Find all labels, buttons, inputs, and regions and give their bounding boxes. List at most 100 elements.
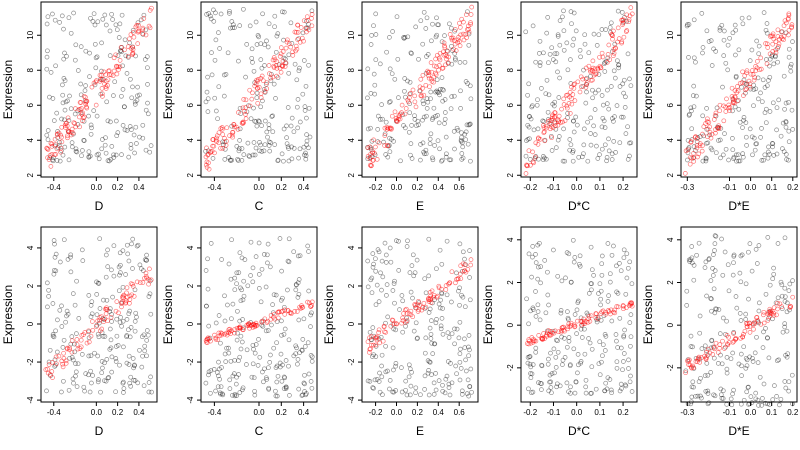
- observed-point: [734, 158, 739, 164]
- observed-point: [241, 293, 247, 299]
- observed-point: [533, 59, 539, 65]
- observed-point: [217, 376, 222, 382]
- observed-point: [410, 252, 416, 258]
- observed-point: [385, 368, 390, 374]
- observed-point: [583, 100, 589, 106]
- fitted-point: [74, 342, 80, 347]
- x-tick-label: 0.4: [433, 408, 445, 417]
- observed-point: [452, 146, 457, 152]
- observed-point: [611, 139, 617, 144]
- observed-point: [244, 42, 250, 47]
- observed-point: [266, 386, 272, 392]
- fitted-point: [111, 68, 117, 74]
- observed-point: [739, 363, 744, 369]
- observed-point: [83, 371, 89, 376]
- observed-point: [301, 144, 307, 150]
- observed-point: [527, 354, 532, 360]
- observed-point: [708, 370, 714, 375]
- observed-point: [765, 149, 771, 155]
- fitted-point: [218, 330, 224, 336]
- fitted-point: [439, 66, 445, 71]
- observed-point: [698, 375, 703, 381]
- fitted-point: [419, 307, 425, 313]
- observed-point: [306, 62, 311, 68]
- observed-point: [412, 117, 418, 122]
- observed-point: [708, 296, 714, 301]
- observed-point: [286, 259, 292, 265]
- observed-point: [116, 264, 122, 270]
- observed-point: [539, 363, 545, 369]
- observed-point: [128, 325, 134, 330]
- observed-point: [416, 56, 421, 62]
- observed-point: [124, 71, 130, 76]
- observed-point: [124, 360, 130, 366]
- observed-point: [385, 314, 391, 320]
- observed-point: [67, 93, 72, 99]
- observed-point: [457, 319, 463, 325]
- observed-point: [705, 372, 711, 378]
- x-axis-title: C: [255, 424, 264, 438]
- observed-point: [245, 283, 251, 289]
- fitted-point: [531, 160, 536, 166]
- observed-point: [86, 149, 92, 155]
- observed-point: [621, 247, 627, 253]
- observed-point: [738, 318, 744, 323]
- observed-point: [64, 313, 69, 319]
- x-tick-label: -0.4: [207, 408, 221, 417]
- fitted-point: [367, 335, 372, 341]
- observed-point: [746, 15, 752, 21]
- observed-point: [123, 53, 129, 59]
- observed-point: [526, 114, 532, 119]
- observed-point: [446, 335, 452, 340]
- observed-point: [554, 51, 560, 56]
- observed-point: [751, 135, 757, 141]
- observed-point: [73, 369, 79, 375]
- observed-point: [703, 388, 709, 394]
- fitted-point: [761, 312, 766, 318]
- observed-point: [753, 247, 759, 252]
- observed-point: [596, 361, 602, 367]
- fitted-point: [214, 133, 220, 139]
- observed-point: [599, 359, 604, 365]
- observed-point: [704, 106, 709, 111]
- observed-point: [387, 378, 393, 383]
- fitted-point: [781, 23, 787, 29]
- observed-point: [373, 32, 379, 37]
- observed-point: [239, 146, 245, 151]
- observed-point: [695, 393, 701, 399]
- observed-point: [393, 363, 398, 369]
- observed-point: [248, 273, 253, 278]
- observed-point: [582, 32, 588, 38]
- observed-point: [206, 11, 212, 16]
- observed-point: [720, 152, 726, 158]
- fitted-point: [524, 163, 530, 169]
- fitted-point: [271, 311, 277, 317]
- observed-point: [145, 82, 150, 87]
- observed-point: [729, 402, 735, 408]
- observed-point: [57, 20, 62, 25]
- observed-point: [568, 390, 573, 396]
- observed-point: [258, 57, 264, 62]
- observed-point: [233, 381, 239, 387]
- observed-point: [70, 291, 76, 296]
- observed-point: [591, 273, 596, 278]
- observed-point: [203, 148, 208, 154]
- observed-point: [404, 244, 410, 249]
- observed-point: [309, 354, 315, 360]
- y-tick-label: 10: [347, 30, 356, 39]
- fitted-point: [577, 89, 583, 95]
- observed-point: [218, 340, 223, 346]
- observed-point: [286, 337, 292, 343]
- observed-point: [208, 16, 214, 22]
- observed-point: [253, 342, 259, 347]
- observed-point: [79, 153, 84, 159]
- observed-point: [458, 366, 464, 371]
- fitted-point: [93, 79, 99, 85]
- observed-point: [244, 362, 249, 367]
- observed-point: [261, 148, 267, 154]
- observed-point: [739, 15, 745, 21]
- observed-point: [307, 134, 313, 140]
- observed-point: [45, 137, 51, 143]
- observed-point: [386, 99, 392, 105]
- fitted-point: [54, 361, 59, 367]
